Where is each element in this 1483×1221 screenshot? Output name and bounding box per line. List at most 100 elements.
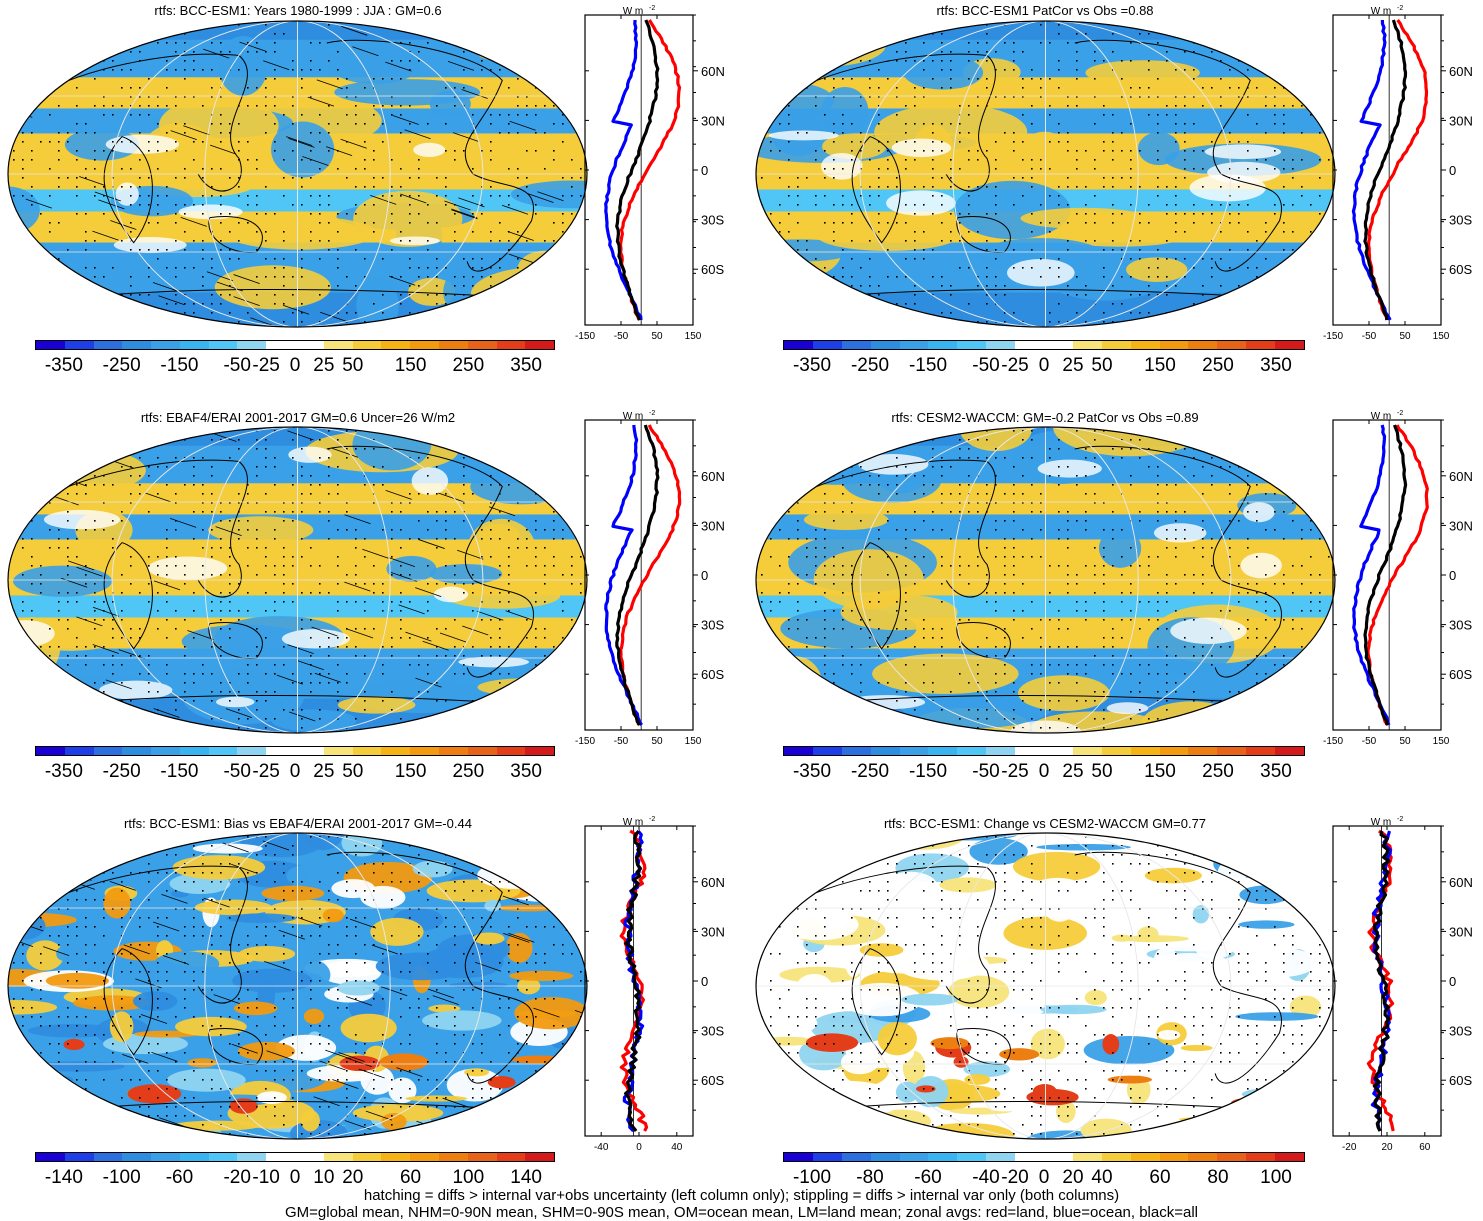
colorbar-swatch	[295, 1153, 324, 1161]
panel-3-colorbar-labels: -350 -250 -150 -50 -25 0 25 50 150 250 350	[35, 761, 555, 783]
footer-caption-line-2: GM=global mean, NHM=0-90N mean, SHM=0-90…	[284, 1204, 1198, 1221]
colorbar-tick-label: 50	[342, 355, 364, 376]
panel-3-map	[7, 426, 588, 734]
zonal-x-tick-label: -150	[1323, 331, 1343, 342]
zonal-lat-label: 60S	[701, 667, 724, 682]
colorbar-tick-label: 250	[1202, 355, 1234, 376]
panel-5-map	[7, 832, 588, 1140]
panel-6-title: rtfs: BCC-ESM1: Change vs CESM2-WACCM GM…	[883, 816, 1207, 831]
footer-caption-line-1: hatching = diffs > internal var+obs unce…	[363, 1187, 1120, 1204]
colorbar-swatch	[1130, 747, 1160, 755]
colorbar-swatch	[323, 341, 353, 349]
panel-6-zonal-plot: W m -2 60N 30N 0 30S 60S -20 20 60	[1332, 816, 1473, 1153]
colorbar-tick-label: -250	[102, 761, 141, 782]
colorbar-swatch	[151, 1153, 180, 1161]
zonal-unit-exponent: -2	[1397, 410, 1403, 417]
colorbar-swatch	[410, 341, 439, 349]
colorbar-swatch	[122, 341, 152, 349]
zonal-land-curve	[619, 424, 682, 726]
panel-6-colorbar-labels: -100 -80 -60 -40 -20 0 20 40 60 80 100	[783, 1167, 1305, 1189]
colorbar-tick-label: -150	[160, 355, 199, 376]
zonal-x-tick-label: 150	[1433, 736, 1450, 747]
colorbar-swatch	[1246, 341, 1276, 349]
colorbar-swatch	[1015, 747, 1045, 755]
zonal-x-tick-label: -50	[614, 331, 629, 342]
panel-4-title: rtfs: CESM2-WACCM: GM=-0.2 PatCor vs Obs…	[891, 410, 1199, 425]
colorbar-tick-label: -60	[914, 1167, 942, 1188]
panel-4-zonal-plot: W m -2 60N 30N 0 30S 60S -150 -50 50 150	[1323, 410, 1473, 747]
zonal-all-curve	[1363, 19, 1408, 321]
colorbar-tick-label: 0	[289, 1167, 301, 1188]
colorbar-swatch	[1188, 747, 1218, 755]
panel-5-colorbar	[35, 1152, 555, 1162]
zonal-unit-label: W m	[1371, 411, 1392, 422]
colorbar-swatch	[381, 341, 411, 349]
colorbar-tick-label: -50	[972, 355, 1000, 376]
colorbar-swatch	[957, 341, 987, 349]
colorbar-tick-label: -25	[252, 761, 280, 782]
colorbar-tick-label: -50	[972, 761, 1000, 782]
zonal-x-tick-label: 40	[671, 1142, 683, 1153]
panel-1-colorbar	[35, 340, 555, 350]
colorbar-tick-label: 10	[313, 1167, 335, 1188]
zonal-x-tick-label: -50	[614, 736, 629, 747]
zonal-all-curve	[615, 424, 660, 726]
zonal-x-tick-label: 150	[685, 331, 702, 342]
colorbar-tick-label: 350	[1260, 761, 1292, 782]
colorbar-swatch	[496, 747, 526, 755]
colorbar-tick-label: -20	[223, 1167, 251, 1188]
colorbar-swatch	[986, 747, 1016, 755]
colorbar-tick-label: 0	[1038, 1167, 1050, 1188]
colorbar-swatch	[36, 1153, 65, 1161]
zonal-lat-label: 60S	[1449, 1073, 1472, 1088]
colorbar-tick-label: 0	[1038, 761, 1050, 782]
zonal-x-tick-label: 50	[1399, 736, 1411, 747]
colorbar-swatch	[93, 747, 123, 755]
colorbar-swatch	[928, 341, 958, 349]
colorbar-swatch	[151, 747, 180, 755]
colorbar-swatch	[1246, 1153, 1276, 1161]
zonal-land-curve	[1366, 424, 1429, 726]
zonal-lat-label: 0	[1449, 974, 1456, 989]
colorbar-tick-label: 150	[394, 355, 427, 376]
colorbar-swatch	[986, 1153, 1016, 1161]
colorbar-tick-label: 140	[510, 1167, 542, 1188]
panel-3-colorbar	[35, 746, 555, 756]
zonal-unit-exponent: -2	[649, 5, 655, 12]
zonal-all-curve	[1372, 830, 1391, 1132]
zonal-lat-label: 60N	[701, 64, 725, 79]
zonal-lat-label: 30N	[701, 924, 725, 939]
zonal-lat-label: 30N	[1449, 518, 1473, 533]
zonal-lat-label: 60N	[701, 875, 725, 890]
colorbar-swatch	[1275, 341, 1305, 349]
colorbar-swatch	[410, 1153, 439, 1161]
colorbar-swatch	[1101, 747, 1131, 755]
colorbar-swatch	[812, 341, 842, 349]
zonal-x-tick-label: 20	[1381, 1142, 1393, 1153]
colorbar-tick-label: -50	[223, 761, 251, 782]
colorbar-swatch	[93, 341, 123, 349]
colorbar-swatch	[928, 747, 958, 755]
panel-4-colorbar	[783, 746, 1305, 756]
colorbar-tick-label: 350	[510, 355, 542, 376]
colorbar-tick-label: -150	[908, 355, 948, 376]
zonal-land-curve	[1366, 829, 1395, 1132]
colorbar-swatch	[784, 1153, 813, 1161]
colorbar-tick-label: 0	[289, 761, 301, 782]
colorbar-tick-label: 50	[1091, 761, 1113, 782]
colorbar-swatch	[1101, 341, 1131, 349]
colorbar-swatch	[870, 1153, 900, 1161]
colorbar-swatch	[870, 341, 900, 349]
colorbar-tick-label: 150	[1144, 761, 1176, 782]
colorbar-swatch	[36, 747, 65, 755]
colorbar-swatch	[237, 341, 267, 349]
colorbar-tick-label: 25	[1062, 761, 1084, 782]
colorbar-swatch	[1275, 1153, 1305, 1161]
zonal-x-tick-label: -50	[1362, 736, 1377, 747]
colorbar-swatch	[323, 747, 353, 755]
colorbar-tick-label: -150	[908, 761, 948, 782]
colorbar-swatch	[496, 341, 526, 349]
colorbar-swatch	[525, 747, 555, 755]
zonal-unit-exponent: -2	[649, 410, 655, 417]
colorbar-swatch	[122, 1153, 152, 1161]
